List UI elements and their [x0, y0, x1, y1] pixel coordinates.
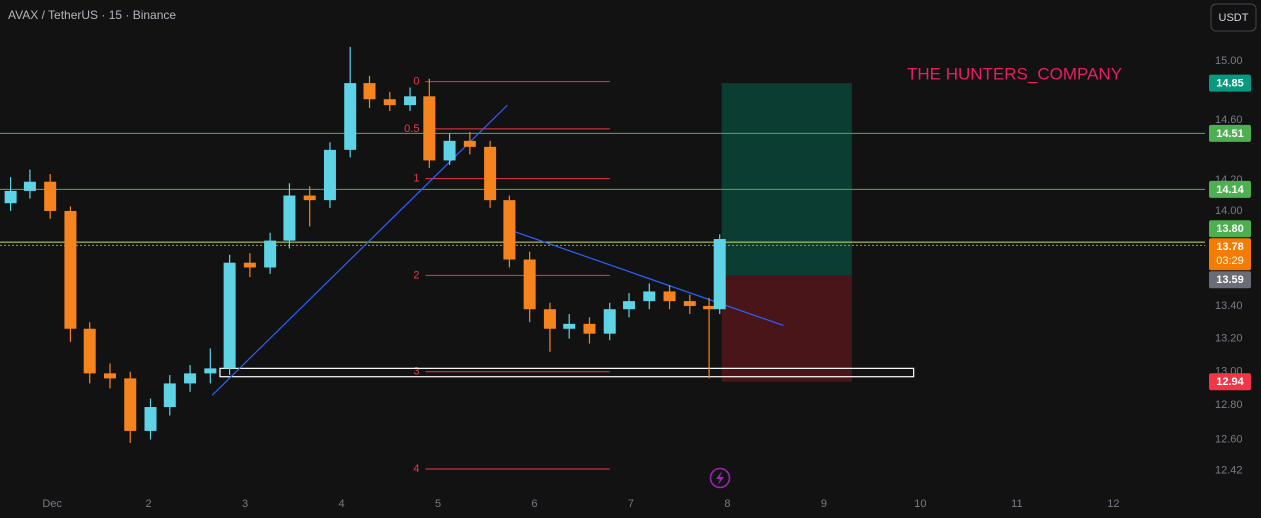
x-tick-label: 8 — [724, 498, 730, 510]
candle-body — [144, 407, 157, 431]
price-tag — [1209, 220, 1251, 238]
trendline — [513, 230, 784, 327]
fib-label: 1 — [413, 173, 419, 185]
fib-label: 0.5 — [404, 123, 419, 135]
x-tick-label: 6 — [531, 498, 537, 510]
x-tick-label: 10 — [914, 498, 926, 510]
x-tick-label: 9 — [821, 498, 827, 510]
candle-body — [484, 146, 497, 201]
candle-body — [713, 239, 726, 310]
fib-label: 3 — [413, 366, 419, 378]
candle-body — [683, 301, 696, 306]
x-tick-label: 12 — [1107, 498, 1119, 510]
fib-label: 4 — [413, 463, 419, 475]
watermark: THE HUNTERS_COMPANY — [907, 64, 1122, 83]
zones-layer — [721, 83, 852, 382]
candle-body — [83, 328, 96, 374]
candle-body — [124, 378, 137, 431]
currency-button[interactable] — [1210, 3, 1257, 32]
countdown-label: 03:29 — [1216, 255, 1244, 267]
y-tick-label: 12.42 — [1215, 465, 1243, 477]
currency-button-label[interactable]: USDT — [1219, 12, 1249, 24]
candle-body — [204, 368, 217, 374]
x-tick-label: 11 — [1011, 498, 1022, 510]
axis-layer: Dec 2 3 4 5 6 7 8 9 10 11 1215.0014.6014.2014.0013.… — [42, 55, 1251, 510]
price-tag-label: 14.14 — [1216, 184, 1244, 196]
candle-body — [383, 99, 396, 106]
price-tag — [1209, 238, 1251, 271]
x-tick-label: 3 — [242, 498, 248, 510]
stop-zone — [721, 275, 852, 382]
candle-body — [643, 291, 656, 302]
candle-body — [44, 181, 57, 211]
candle-body — [603, 309, 616, 334]
candle-body — [163, 383, 176, 408]
price-tag — [1209, 180, 1251, 198]
lines-layer: 0 0.5 1 2 3 4 — [0, 76, 1205, 475]
candle-body — [243, 262, 256, 268]
range-box — [219, 367, 915, 378]
price-tag — [1209, 271, 1251, 289]
trendline — [211, 104, 508, 396]
price-tag-label: 12.94 — [1216, 376, 1244, 388]
candle-body — [103, 373, 116, 379]
lightning-icon[interactable] — [709, 467, 731, 489]
x-tick-label: 5 — [435, 498, 441, 510]
y-tick-label: 13.40 — [1215, 300, 1243, 312]
y-tick-label: 12.60 — [1215, 433, 1243, 445]
price-tag-label: 13.80 — [1216, 223, 1244, 235]
candle-body — [303, 195, 316, 201]
icon-bolt[interactable] — [716, 471, 724, 485]
candles-layer — [4, 46, 726, 443]
candle-body — [64, 210, 77, 329]
candle-body — [323, 149, 336, 201]
candle-body — [283, 195, 296, 241]
candle-body — [23, 181, 36, 191]
x-tick-label: 4 — [338, 498, 344, 510]
icon-circle[interactable] — [709, 467, 731, 489]
price-tag — [1209, 373, 1251, 391]
y-tick-label: 12.80 — [1215, 399, 1243, 411]
price-tag — [1209, 74, 1251, 92]
price-tag — [1209, 124, 1251, 142]
candle-body — [344, 83, 357, 150]
y-tick-label: 14.00 — [1215, 205, 1243, 217]
candle-body — [663, 291, 676, 302]
price-tag-label: 13.59 — [1216, 274, 1244, 286]
chart-title: AVAX / TetherUS · 15 · Binance — [8, 8, 176, 22]
candle-body — [703, 305, 716, 310]
y-tick-label: 15.00 — [1215, 55, 1243, 67]
candle-body — [264, 240, 277, 268]
x-tick-label: 7 — [628, 498, 634, 510]
fib-label: 0 — [413, 76, 419, 88]
candle-body — [443, 140, 456, 161]
candle-body — [543, 309, 556, 329]
fib-label: 2 — [413, 269, 419, 281]
x-tick-label: 2 — [146, 498, 152, 510]
price-tag-label: 13.78 — [1216, 241, 1244, 253]
price-tag-label: 14.85 — [1216, 78, 1244, 90]
candle-body — [404, 96, 417, 106]
price-tag-label: 14.51 — [1216, 128, 1244, 140]
candle-body — [623, 301, 636, 310]
candle-body — [423, 96, 436, 161]
candle-body — [184, 373, 197, 384]
candle-body — [223, 262, 236, 369]
target-zone — [721, 83, 852, 276]
candle-body — [463, 140, 476, 147]
candle-body — [4, 190, 17, 204]
candle-body — [583, 323, 596, 334]
y-tick-label: 14.60 — [1215, 114, 1243, 126]
candle-body — [503, 200, 516, 260]
candle-body — [363, 83, 376, 100]
x-tick-label: Dec — [42, 498, 62, 510]
candle-body — [563, 323, 576, 329]
y-tick-label: 13.20 — [1215, 332, 1243, 344]
candle-body — [523, 259, 536, 310]
